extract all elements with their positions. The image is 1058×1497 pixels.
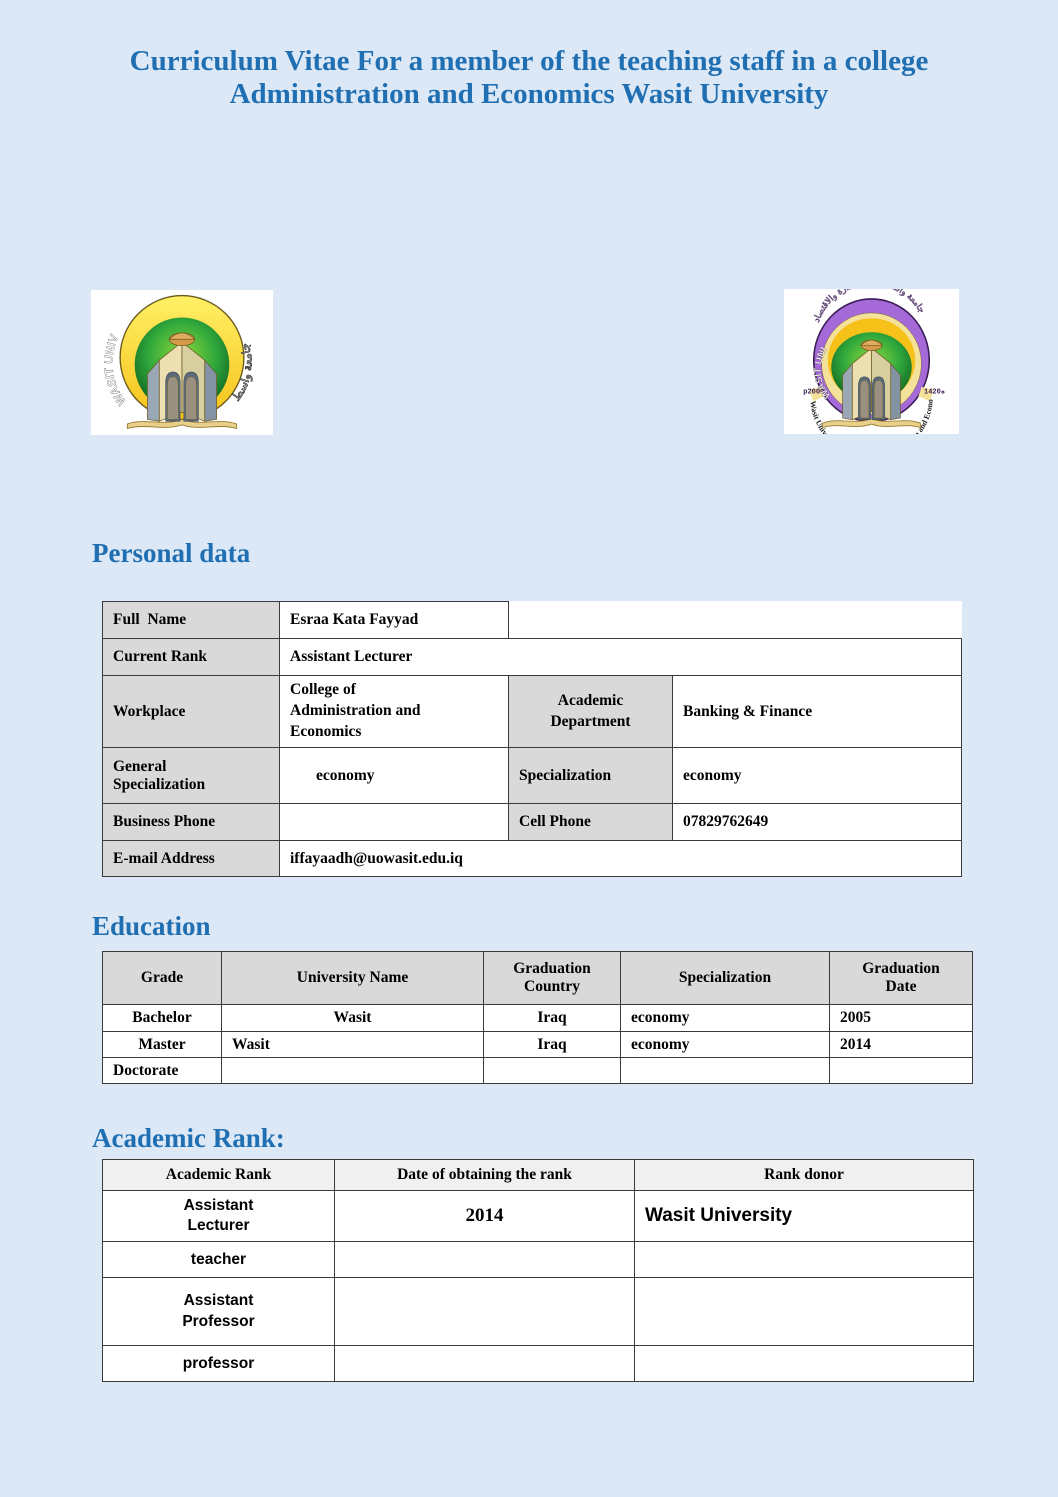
- svg-text:ه1420: ه1420: [924, 388, 945, 396]
